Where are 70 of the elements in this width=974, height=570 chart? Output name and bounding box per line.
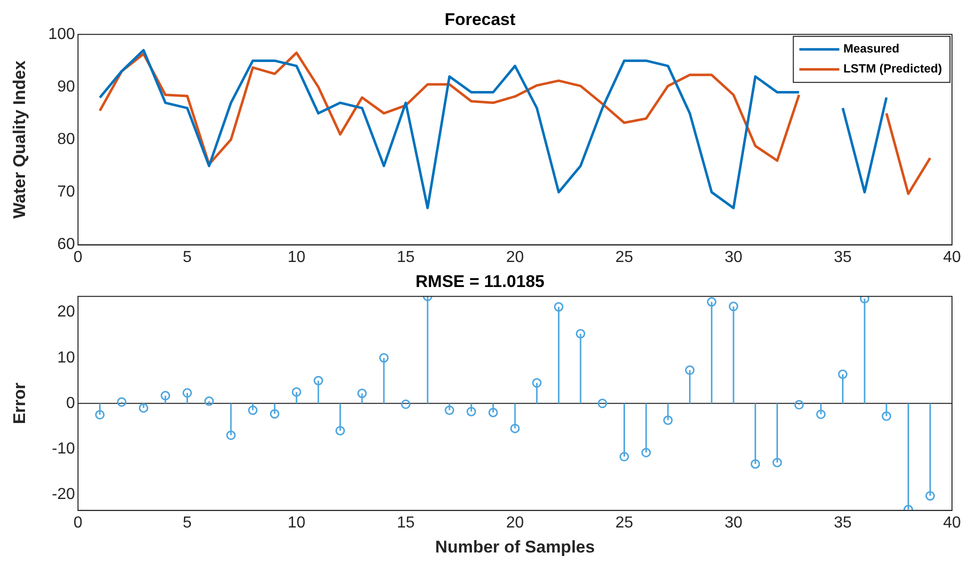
point bbox=[204, 396, 214, 406]
y-axis-title: Water Quality Index bbox=[10, 60, 29, 219]
point bbox=[95, 410, 105, 420]
y-axis-title: Error bbox=[10, 382, 29, 424]
y-tick-label: -20 bbox=[52, 486, 76, 503]
point bbox=[488, 408, 498, 418]
x-tick-label: 35 bbox=[834, 514, 852, 532]
point bbox=[510, 424, 520, 434]
point bbox=[641, 448, 651, 458]
legend-label: LSTM (Predicted) bbox=[843, 62, 942, 76]
y-tick-label: 70 bbox=[57, 184, 76, 201]
y-tick-label: 20 bbox=[57, 304, 76, 321]
point bbox=[663, 415, 673, 425]
y-tick-label: 60 bbox=[57, 236, 76, 254]
point bbox=[576, 328, 586, 338]
x-tick-label: 40 bbox=[943, 514, 961, 532]
y-tick-label: 90 bbox=[57, 78, 76, 96]
point bbox=[357, 388, 367, 398]
x-axis-title: Number of Samples bbox=[435, 537, 595, 556]
point bbox=[860, 296, 870, 304]
point bbox=[314, 376, 324, 386]
point bbox=[554, 302, 564, 312]
point bbox=[401, 400, 410, 410]
y-tick-label: 80 bbox=[57, 131, 76, 148]
x-tick-label: 15 bbox=[396, 514, 415, 532]
x-tick-label: 15 bbox=[396, 248, 415, 266]
x-tick-label: 40 bbox=[943, 248, 961, 266]
x-tick-label: 25 bbox=[615, 248, 634, 266]
x-tick-label: 30 bbox=[724, 248, 742, 266]
point bbox=[270, 409, 280, 419]
point bbox=[379, 353, 389, 363]
x-tick-label: 20 bbox=[506, 514, 524, 532]
point bbox=[772, 458, 782, 468]
point bbox=[292, 387, 302, 397]
point bbox=[685, 365, 695, 375]
point bbox=[838, 370, 848, 380]
y-tick-label: 0 bbox=[66, 394, 76, 412]
legend-label: Measured bbox=[843, 42, 900, 56]
x-tick-label: 25 bbox=[615, 514, 634, 532]
point bbox=[706, 297, 716, 307]
x-tick-label: 35 bbox=[834, 248, 852, 266]
point bbox=[882, 411, 892, 421]
point bbox=[466, 406, 476, 416]
x-tick-label: 10 bbox=[288, 514, 306, 532]
chart-title: Forecast bbox=[444, 10, 516, 29]
point bbox=[816, 410, 826, 420]
point bbox=[532, 378, 542, 388]
y-tick-label: -10 bbox=[52, 440, 76, 458]
x-tick-label: 30 bbox=[724, 514, 742, 532]
point bbox=[116, 397, 126, 407]
point bbox=[160, 390, 170, 400]
chart-title: RMSE = 11.0185 bbox=[415, 272, 545, 291]
point bbox=[794, 400, 804, 410]
x-tick-label: 20 bbox=[506, 248, 524, 266]
point bbox=[248, 405, 258, 415]
point bbox=[925, 491, 935, 501]
point bbox=[335, 426, 345, 436]
point bbox=[728, 302, 738, 312]
point bbox=[750, 459, 760, 469]
point bbox=[226, 430, 236, 440]
y-tick-label: 10 bbox=[57, 349, 76, 366]
x-tick-label: 10 bbox=[288, 248, 306, 266]
point bbox=[620, 452, 629, 462]
y-tick-label: 100 bbox=[48, 26, 76, 43]
point bbox=[598, 398, 608, 408]
point bbox=[138, 403, 148, 413]
x-tick-label: 5 bbox=[182, 248, 192, 266]
x-tick-label: 5 bbox=[182, 514, 192, 532]
point bbox=[182, 388, 192, 398]
point bbox=[444, 405, 454, 415]
